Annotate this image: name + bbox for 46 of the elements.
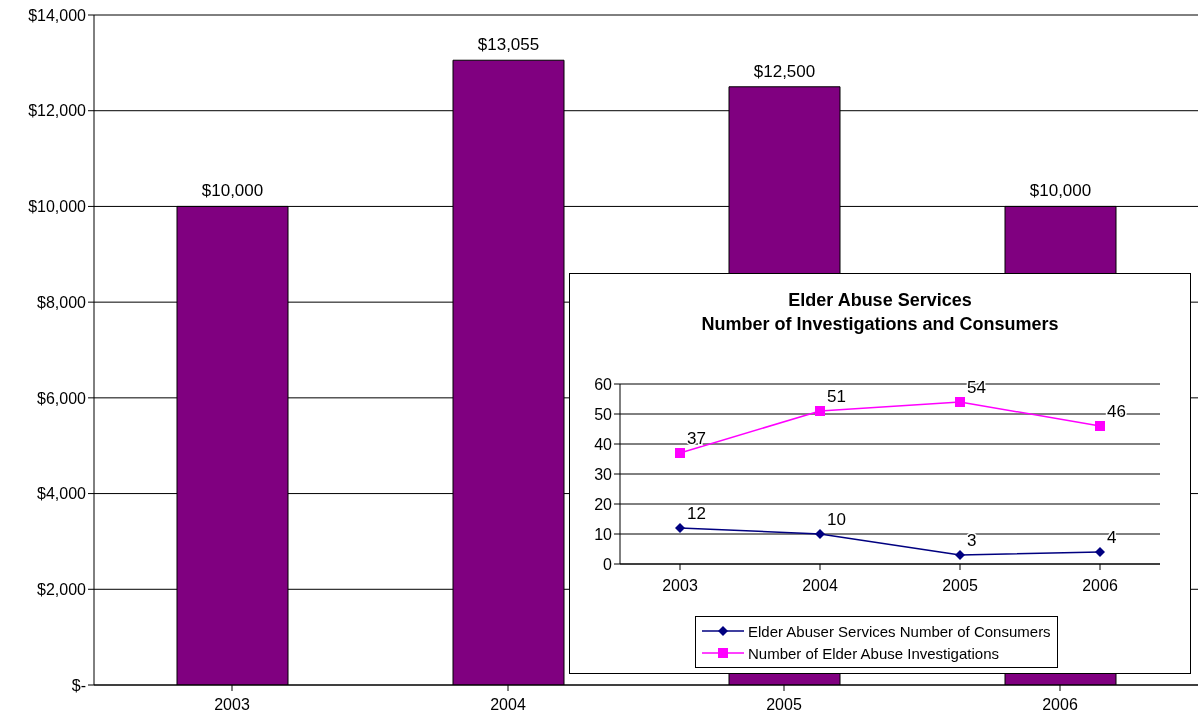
y-tick-label: 20 [594,495,613,513]
x-tick-label: 2005 [766,696,802,714]
x-tick-label: 2006 [1042,696,1078,714]
chart-title: Elder Abuse Services Number of Investigations and Consumers [700,289,1060,336]
y-tick-label: $2,000 [37,580,87,598]
y-tick-label: 0 [603,555,613,573]
point [1095,421,1105,431]
point [955,550,965,560]
y-tick-label: 60 [594,375,613,393]
y-tick-label: 50 [594,405,613,423]
x-tick-label: 2004 [490,696,526,714]
point [815,529,825,539]
data-label: 3 [967,531,977,550]
data-label: 10 [827,510,846,529]
data-label: 12 [687,504,706,523]
y-tick-label: 30 [594,465,613,483]
point [675,523,685,533]
data-label: $12,500 [753,61,816,81]
x-tick-label: 2003 [662,577,698,595]
y-tick-label: $14,000 [28,6,87,24]
point [815,406,825,416]
y-tick-label: $12,000 [28,102,87,120]
x-tick-label: 2005 [942,577,978,595]
x-tick-label: 2003 [214,696,250,714]
data-label: 37 [687,429,706,448]
y-tick-label: $4,000 [37,485,87,503]
data-label: $13,055 [477,35,540,55]
point [955,397,965,407]
point [1095,547,1105,557]
y-tick-label: $- [71,676,86,694]
data-label: 4 [1107,528,1117,547]
data-label: $10,000 [201,181,264,201]
legend-label: Elder Abuser Services Number of Consumers [748,622,1051,640]
x-tick-label: 2004 [802,577,838,595]
data-label: 51 [827,387,846,406]
legend-label: Number of Elder Abuse Investigations [748,644,999,662]
data-label: 46 [1107,402,1126,421]
y-tick-label: 10 [594,525,613,543]
y-tick-label: 40 [594,435,613,453]
y-tick-label: $10,000 [28,198,87,216]
y-tick-label: $8,000 [37,293,87,311]
x-tick-label: 2006 [1082,577,1118,595]
data-label: $10,000 [1029,181,1092,201]
point [675,448,685,458]
y-tick-label: $6,000 [37,389,87,407]
data-label: 54 [967,378,986,397]
